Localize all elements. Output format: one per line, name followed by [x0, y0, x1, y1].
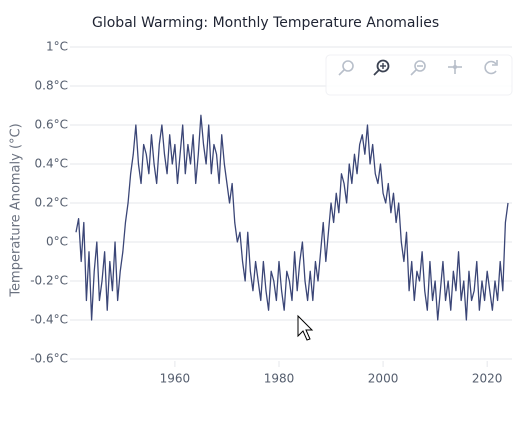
x-tick-label: 2000 — [368, 372, 399, 386]
x-tick-label: 1980 — [264, 372, 295, 386]
zoom-in-button[interactable] — [373, 59, 390, 76]
x-tick-label: 2020 — [472, 372, 503, 386]
grid: 1°C 0.8°C 0.6°C 0.4°C 0.2°C 0°C -0.2°C -0.4°C -0… — [30, 40, 512, 386]
y-tick-label: 0.6°C — [35, 118, 68, 132]
mouse-cursor — [297, 314, 314, 341]
y-tick-label: 0.4°C — [35, 157, 68, 171]
plot-area — [75, 114, 509, 321]
y-tick-label: -0.2°C — [30, 274, 68, 288]
x-tick-label: 1960 — [160, 372, 191, 386]
toolbar-background — [325, 54, 513, 96]
reset-button[interactable] — [484, 60, 498, 75]
zoom-out-button[interactable] — [410, 60, 426, 76]
chart-title: Global Warming: Monthly Temperature Anom… — [92, 15, 439, 31]
pan-button[interactable] — [448, 60, 462, 74]
temperature-line — [75, 114, 509, 321]
y-tick-label: -0.6°C — [30, 352, 68, 366]
y-tick-label: -0.4°C — [30, 313, 68, 327]
y-axis-title: Temperature Anomaly (°C) — [9, 123, 24, 297]
y-tick-label: 0°C — [46, 235, 68, 249]
y-tick-label: 0.2°C — [35, 196, 68, 210]
zoom-select-button[interactable] — [338, 60, 354, 76]
y-tick-label: 1°C — [46, 40, 68, 54]
toolbar — [325, 54, 513, 96]
y-tick-label: 0.8°C — [35, 79, 68, 93]
